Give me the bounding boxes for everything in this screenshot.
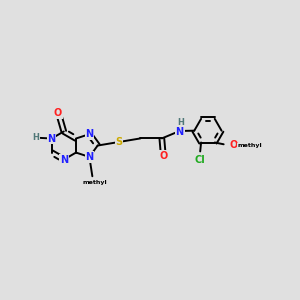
Text: N: N	[176, 127, 184, 136]
Text: H: H	[178, 118, 184, 127]
Text: Cl: Cl	[194, 155, 205, 165]
Text: methyl: methyl	[82, 180, 107, 185]
Text: methyl: methyl	[82, 180, 107, 185]
Text: N: N	[85, 129, 93, 139]
Text: H: H	[32, 133, 39, 142]
Text: O: O	[160, 151, 168, 161]
Text: O: O	[229, 140, 238, 151]
Text: methyl: methyl	[237, 143, 262, 148]
Text: S: S	[116, 137, 123, 147]
Text: N: N	[85, 152, 93, 162]
Text: N: N	[48, 134, 56, 143]
Text: N: N	[60, 154, 68, 165]
Text: O: O	[54, 108, 62, 118]
